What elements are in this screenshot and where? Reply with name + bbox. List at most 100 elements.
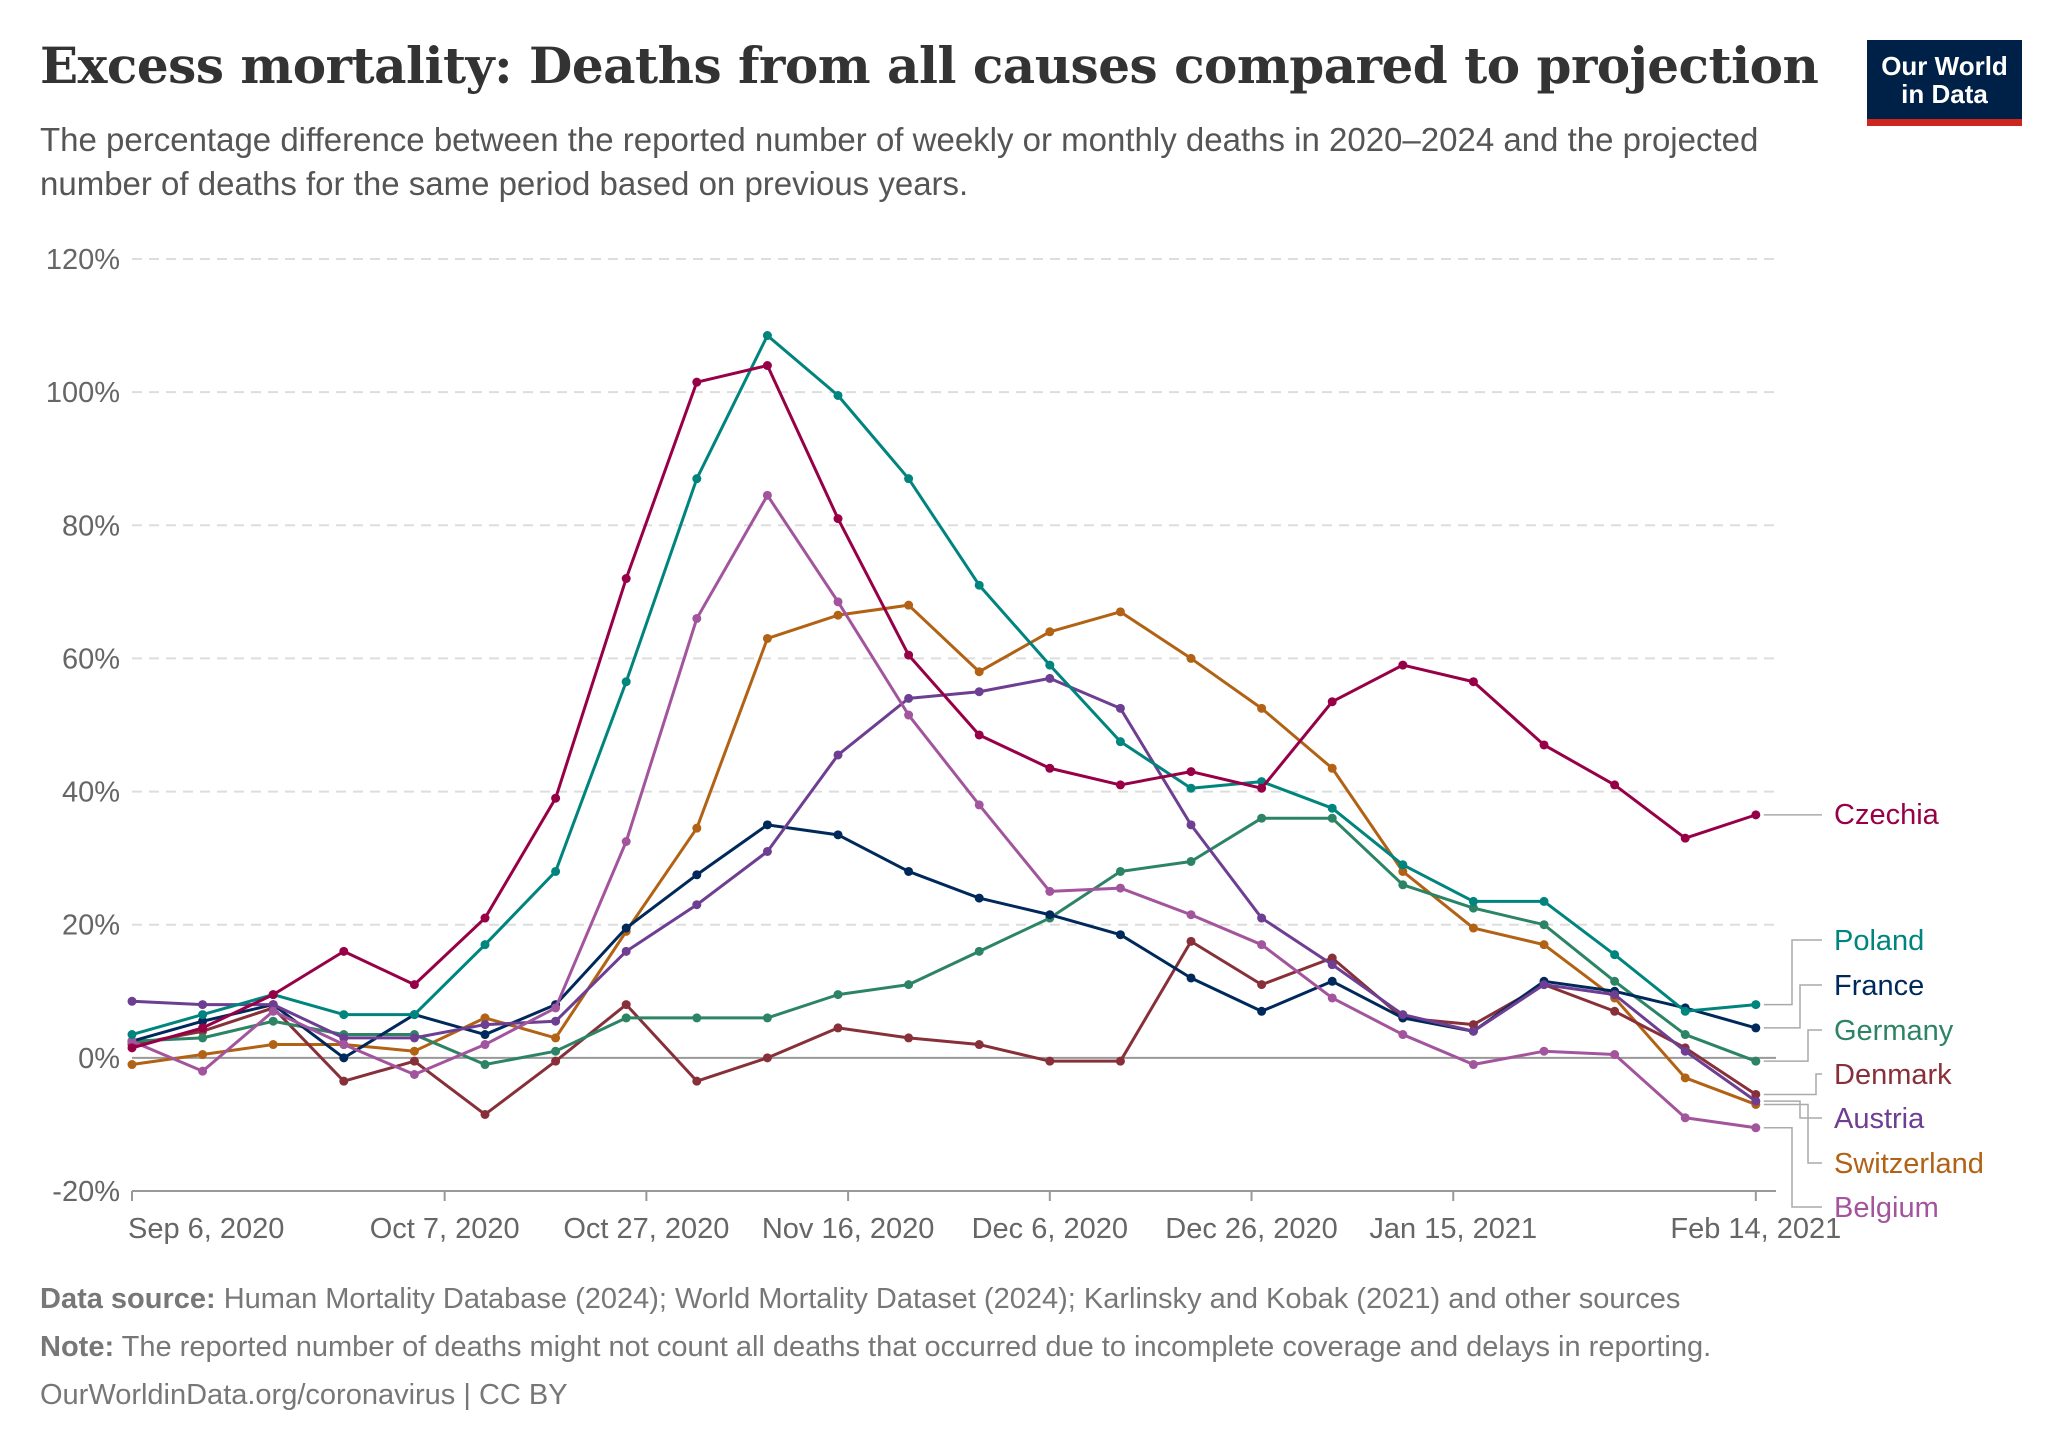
y-tick-label: 100% <box>46 377 120 409</box>
data-point <box>551 1003 561 1013</box>
data-point <box>1186 910 1196 920</box>
x-tick-label: Oct 27, 2020 <box>563 1213 729 1245</box>
data-point <box>127 1030 137 1040</box>
data-point <box>1327 976 1337 986</box>
data-point <box>268 1040 278 1050</box>
legend-connector <box>1763 984 1822 1029</box>
x-tick-label: Oct 7, 2020 <box>370 1213 520 1245</box>
legend-label-france[interactable]: France <box>1834 970 1924 1002</box>
data-point <box>833 390 843 400</box>
data-point <box>1045 627 1055 637</box>
series-line-germany <box>130 816 1758 1067</box>
data-point <box>974 687 984 697</box>
data-point <box>904 474 914 484</box>
data-point <box>1115 930 1125 940</box>
data-point <box>1680 1113 1690 1123</box>
data-point <box>621 1000 631 1010</box>
data-source-text[interactable]: Human Mortality Database (2024); World M… <box>223 1283 1681 1315</box>
data-point <box>904 866 914 876</box>
data-point <box>1327 813 1337 823</box>
legend-label-czechia[interactable]: Czechia <box>1834 799 1940 831</box>
data-point <box>692 1013 702 1023</box>
y-tick-label: 80% <box>62 510 120 542</box>
legend-label-denmark[interactable]: Denmark <box>1834 1059 1952 1091</box>
data-point <box>1468 1060 1478 1070</box>
data-point <box>1327 993 1337 1003</box>
data-point <box>1115 703 1125 713</box>
data-point <box>1680 1030 1690 1040</box>
data-point <box>127 1043 137 1053</box>
data-point <box>1257 1006 1267 1016</box>
data-point <box>127 1036 137 1046</box>
data-point <box>1398 660 1408 670</box>
y-tick-label: -20% <box>52 1176 120 1208</box>
data-point <box>127 1060 137 1070</box>
x-tick-label: Dec 6, 2020 <box>972 1213 1128 1245</box>
legend-label-austria[interactable]: Austria <box>1834 1103 1925 1135</box>
series-switzerland <box>127 600 1761 1109</box>
legend-label-switzerland[interactable]: Switzerland <box>1834 1148 1984 1180</box>
credit-link[interactable]: OurWorldinData.org/coronavirus | CC BY <box>40 1379 568 1411</box>
data-point <box>1539 940 1549 950</box>
data-point <box>480 1020 490 1030</box>
data-point <box>551 1016 561 1026</box>
data-point <box>198 1000 208 1010</box>
data-point <box>762 820 772 830</box>
data-point <box>1327 953 1337 963</box>
data-point <box>1468 1026 1478 1036</box>
data-point <box>1398 860 1408 870</box>
legend-label-poland[interactable]: Poland <box>1834 925 1924 957</box>
data-point <box>1680 833 1690 843</box>
data-point <box>1610 1050 1620 1060</box>
data-point <box>198 1033 208 1043</box>
legend-connector <box>1763 1103 1822 1164</box>
data-point <box>1045 886 1055 896</box>
data-point <box>1327 763 1337 773</box>
data-point <box>1257 813 1267 823</box>
chart-subtitle: The percentage difference between the re… <box>40 121 1759 202</box>
data-point <box>1539 920 1549 930</box>
data-point <box>339 1040 349 1050</box>
data-point <box>692 474 702 484</box>
data-point <box>198 1010 208 1020</box>
data-point <box>1751 1000 1761 1010</box>
y-tick-label: 60% <box>62 643 120 675</box>
data-point <box>621 946 631 956</box>
data-point <box>1257 783 1267 793</box>
x-axis: Sep 6, 2020 Oct 7, 2020 Oct 27, 2020 Nov 16… <box>128 1190 1841 1245</box>
data-point <box>762 633 772 643</box>
series-france <box>127 820 1761 1063</box>
data-point <box>762 846 772 856</box>
data-point <box>1186 783 1196 793</box>
data-point <box>551 1046 561 1056</box>
series-czechia <box>127 361 1761 1053</box>
data-point <box>974 800 984 810</box>
legend-connector <box>1763 1073 1822 1096</box>
data-point <box>1327 960 1337 970</box>
data-point <box>1045 910 1055 920</box>
data-point <box>904 693 914 703</box>
data-point <box>1115 607 1125 617</box>
grid-lines <box>132 258 1776 1192</box>
data-point <box>1398 1030 1408 1040</box>
legend-label-belgium[interactable]: Belgium <box>1834 1192 1939 1224</box>
x-tick-label: Jan 15, 2021 <box>1369 1213 1537 1245</box>
data-point <box>762 1013 772 1023</box>
legend-label-germany[interactable]: Germany <box>1834 1015 1954 1047</box>
data-point <box>1751 1089 1761 1099</box>
data-point <box>1045 673 1055 683</box>
data-point <box>339 1053 349 1063</box>
data-point <box>974 1040 984 1050</box>
data-point <box>762 1053 772 1063</box>
owid-logo[interactable]: Our World in Data <box>1867 40 2022 126</box>
data-point <box>1610 780 1620 790</box>
x-tick-label: Feb 14, 2021 <box>1670 1213 1841 1245</box>
data-point <box>1398 880 1408 890</box>
data-point <box>904 710 914 720</box>
data-point <box>1186 856 1196 866</box>
data-point <box>198 1016 208 1026</box>
data-point <box>833 990 843 1000</box>
data-point <box>480 940 490 950</box>
data-point <box>409 1010 419 1020</box>
series-belgium <box>127 490 1761 1133</box>
